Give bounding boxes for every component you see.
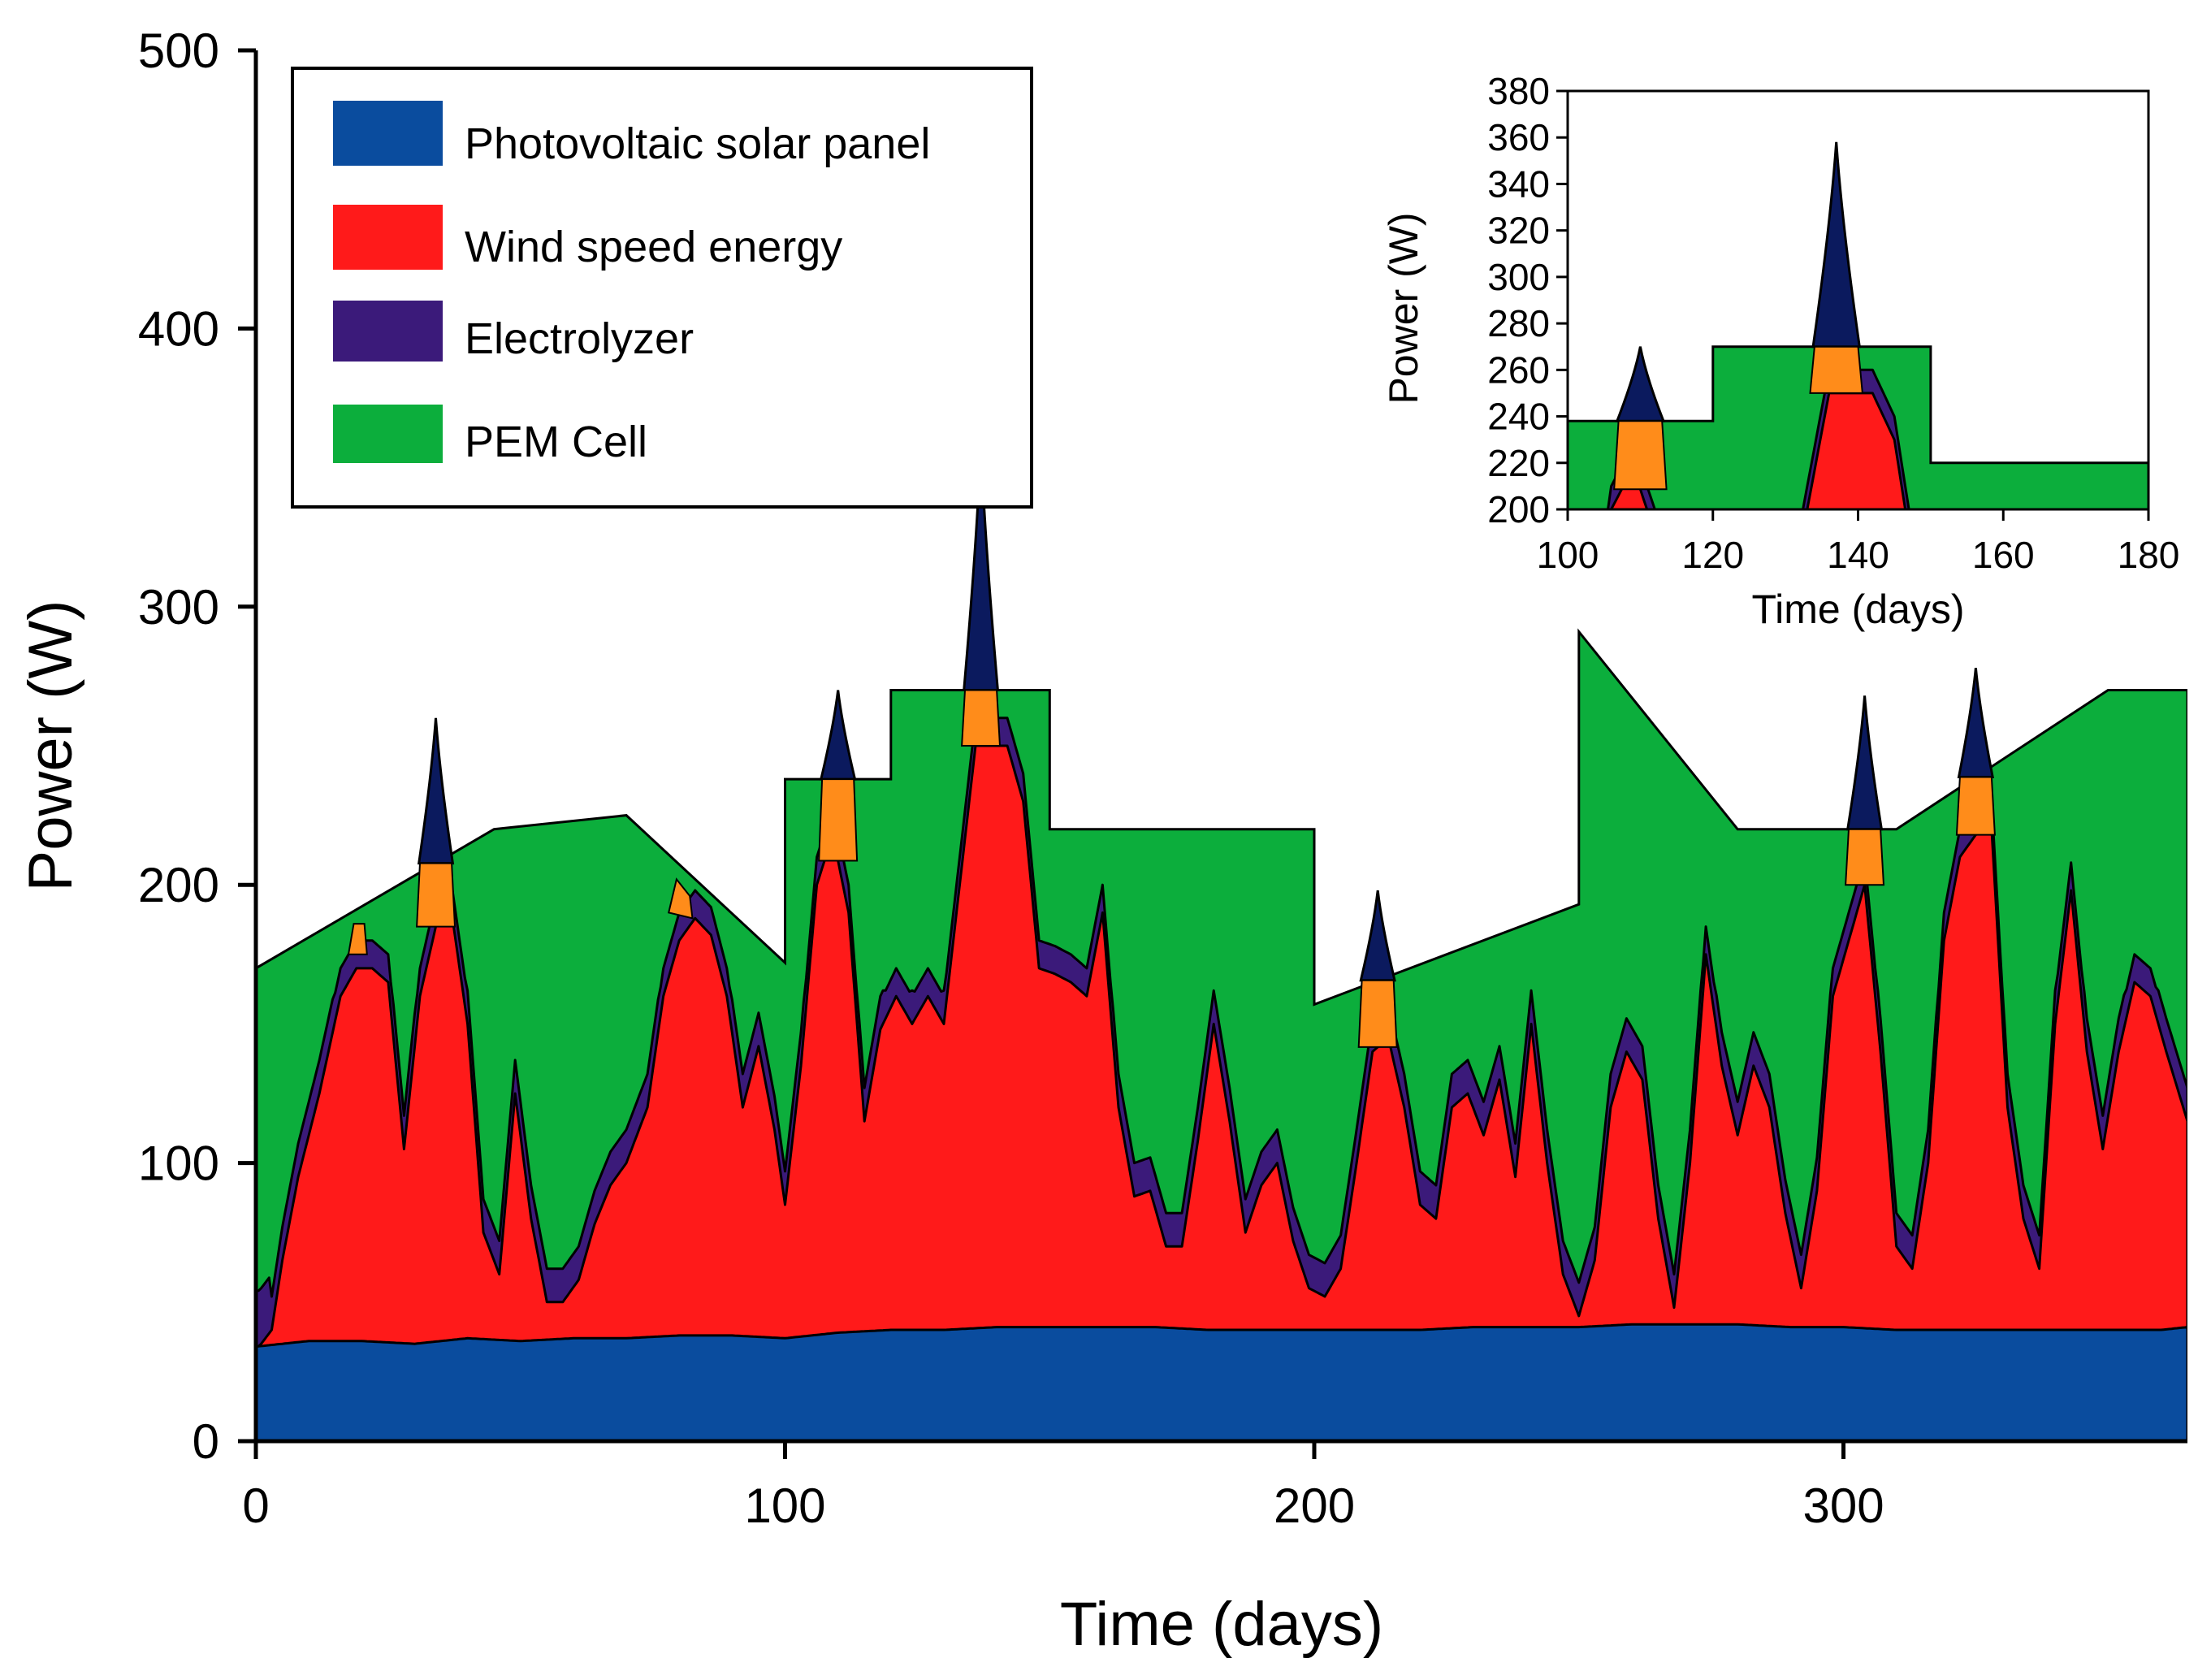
inset-y-tick-label: 280 xyxy=(1487,302,1550,344)
inset-x-tick-label: 180 xyxy=(2118,534,2180,576)
inset-x-tick-label: 120 xyxy=(1681,534,1744,576)
main-y-tick-label: 300 xyxy=(138,580,219,634)
inset-y-tick-label: 360 xyxy=(1487,116,1550,158)
peak-spike xyxy=(1811,141,1862,349)
stack-clip-main xyxy=(256,445,2187,1441)
excess-cap xyxy=(1357,979,1398,1048)
inset-x-axis-title: Time (days) xyxy=(1751,587,1964,632)
legend-label-pv: Photovoltaic solar panel xyxy=(465,119,930,168)
main-x-tick-label: 300 xyxy=(1802,1479,1884,1533)
main-y-tick-label: 100 xyxy=(138,1137,219,1191)
legend-swatch-pv xyxy=(333,101,443,166)
legend-swatch-wind xyxy=(333,205,443,270)
area-wind-energy xyxy=(256,744,2187,1441)
excess-cap xyxy=(1809,345,1863,394)
peak-spike xyxy=(417,717,455,865)
legend-label-pem: PEM Cell xyxy=(465,418,647,466)
inset-y-tick-label: 300 xyxy=(1487,256,1550,298)
main-x-tick-label: 0 xyxy=(242,1479,269,1533)
main-x-tick-label: 200 xyxy=(1274,1479,1355,1533)
excess-cap xyxy=(961,689,1002,747)
main-areas xyxy=(256,445,2187,1441)
legend: Photovoltaic solar panel Wind speed ener… xyxy=(291,67,1033,509)
main-y-ticks: 0 100 200 300 400 500 xyxy=(138,24,256,1469)
inset-x-tick-label: 100 xyxy=(1537,534,1599,576)
inset-areas xyxy=(1568,141,2148,509)
legend-label-electrolyzer: Electrolyzer xyxy=(465,314,694,363)
main-y-axis-title: Power (W) xyxy=(16,600,85,892)
legend-swatch-electrolyzer xyxy=(333,301,443,362)
main-x-ticks: 0 100 200 300 xyxy=(242,1441,1884,1533)
inset-y-tick-label: 240 xyxy=(1487,396,1550,438)
main-y-tick-label: 0 xyxy=(193,1414,219,1469)
excess-cap xyxy=(1955,776,1996,836)
peak-spike xyxy=(819,690,857,781)
excess-cap xyxy=(1613,420,1668,491)
inset-y-tick-label: 260 xyxy=(1487,349,1550,391)
main-x-axis-title: Time (days) xyxy=(1060,1590,1383,1659)
peak-spike xyxy=(1845,695,1884,831)
area-electrolyzer xyxy=(1607,368,2005,509)
main-y-tick-label: 400 xyxy=(138,301,219,356)
stack-clip-inset xyxy=(1568,141,2148,509)
inset-x-ticks: 100 120 140 160 180 xyxy=(1537,509,2180,576)
inset-y-tick-label: 320 xyxy=(1487,210,1550,252)
peak-spike xyxy=(1957,667,1995,778)
main-y-tick-label: 500 xyxy=(138,24,219,78)
area-pv-solar xyxy=(256,1323,2187,1441)
inset-y-tick-label: 200 xyxy=(1487,488,1550,530)
excess-cap xyxy=(667,877,694,920)
excess-cap xyxy=(347,923,368,955)
inset-y-tick-label: 380 xyxy=(1487,70,1550,112)
legend-swatch-pem xyxy=(333,405,443,463)
inset-y-tick-label: 220 xyxy=(1487,442,1550,484)
legend-label-wind: Wind speed energy xyxy=(465,223,842,271)
main-y-tick-label: 200 xyxy=(138,858,219,912)
area-wind-energy xyxy=(1610,392,1907,509)
excess-cap xyxy=(1845,828,1885,886)
excess-cap xyxy=(416,862,456,928)
inset-x-tick-label: 160 xyxy=(1972,534,2035,576)
peak-spike xyxy=(1615,346,1666,422)
inset-y-axis-title: Power (W) xyxy=(1381,212,1426,404)
peak-spike xyxy=(1359,890,1396,982)
excess-cap xyxy=(818,778,859,862)
inset-y-tick-label: 340 xyxy=(1487,162,1550,205)
main-x-tick-label: 100 xyxy=(744,1479,825,1533)
inset-x-tick-label: 140 xyxy=(1827,534,1889,576)
